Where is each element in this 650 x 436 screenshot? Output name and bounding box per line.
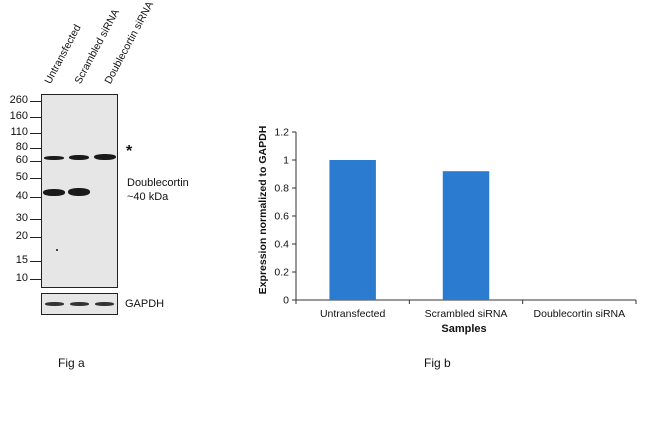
x-tick-label: Untransfected xyxy=(320,308,386,320)
mw-tick xyxy=(30,261,41,262)
mw-tick xyxy=(30,178,41,179)
doublecortin-size-label: ~40 kDa xyxy=(127,191,169,203)
mw-marker-10: 10 xyxy=(15,272,28,284)
band-60kda-lane3 xyxy=(94,154,116,160)
x-tick-label: Doublecortin siRNA xyxy=(534,308,626,320)
mw-tick xyxy=(30,237,41,238)
gapdh-band-lane3 xyxy=(95,302,114,306)
gapdh-band-lane1 xyxy=(45,302,64,306)
y-axis-label: Expression normalized to GAPDH xyxy=(257,126,269,295)
x-axis-label: Samples xyxy=(441,323,486,335)
mw-marker-260: 260 xyxy=(9,94,28,106)
doublecortin-label: Doublecortin xyxy=(127,177,189,189)
mw-tick xyxy=(30,148,41,149)
y-tick-label: 1.2 xyxy=(274,127,289,139)
bar-series xyxy=(329,160,490,300)
blot-membrane xyxy=(41,94,118,288)
y-tick-label: 0.8 xyxy=(274,183,289,195)
y-tick-label: 0.6 xyxy=(274,211,289,223)
blot-speck xyxy=(56,249,58,251)
band-doublecortin-lane1 xyxy=(43,189,65,196)
mw-tick xyxy=(30,101,41,102)
mw-marker-50: 50 xyxy=(15,171,28,183)
y-tick-label: 0 xyxy=(283,295,289,307)
mw-marker-160: 160 xyxy=(9,110,28,122)
mw-marker-30: 30 xyxy=(15,212,28,224)
band-60kda-lane1 xyxy=(44,156,64,160)
mw-tick xyxy=(30,279,41,280)
band-doublecortin-lane2 xyxy=(68,188,90,196)
x-axis: Untransfected Scrambled siRNA Doublecortin… xyxy=(295,299,637,320)
mw-tick xyxy=(30,219,41,220)
mw-tick xyxy=(30,133,41,134)
mw-marker-15: 15 xyxy=(15,254,28,266)
gapdh-band-lane2 xyxy=(70,302,89,306)
y-tick-label: 0.2 xyxy=(274,267,289,279)
mw-marker-60: 60 xyxy=(15,154,28,166)
bar xyxy=(442,171,490,300)
mw-marker-80: 80 xyxy=(15,141,28,153)
mw-tick xyxy=(30,117,41,118)
fig-b-caption: Fig b xyxy=(424,356,451,370)
mw-tick xyxy=(30,197,41,198)
mw-tick xyxy=(30,161,41,162)
y-tick-label: 1 xyxy=(283,155,289,167)
gapdh-label: GAPDH xyxy=(125,298,165,310)
band-60kda-lane2 xyxy=(69,155,89,160)
nonspecific-band-asterisk: * xyxy=(126,143,133,160)
y-axis: 0 0.2 0.4 0.6 0.8 1 1.2 xyxy=(274,127,297,307)
x-tick-label: Scrambled siRNA xyxy=(425,308,508,320)
gapdh-blot xyxy=(41,293,118,315)
fig-a-caption: Fig a xyxy=(58,356,85,370)
bar xyxy=(329,160,376,300)
mw-marker-110: 110 xyxy=(10,126,28,138)
mw-marker-40: 40 xyxy=(15,190,28,202)
mw-marker-20: 20 xyxy=(15,230,28,242)
y-tick-label: 0.4 xyxy=(274,239,289,251)
